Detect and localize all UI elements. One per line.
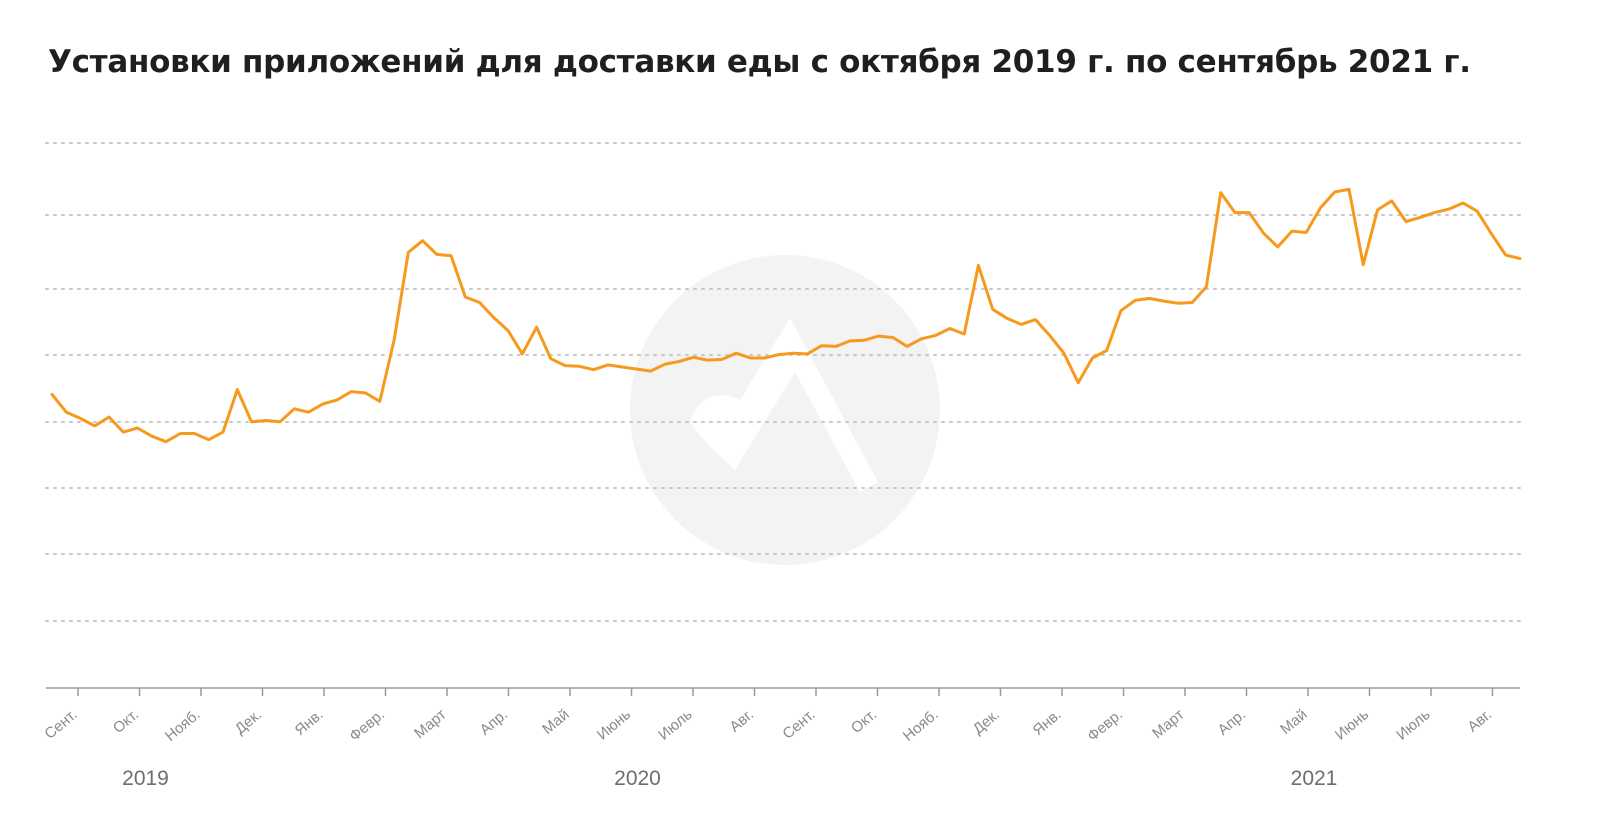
x-tick-label: Июль: [655, 706, 695, 744]
x-tick-label: Май: [1277, 706, 1310, 738]
x-axis: Сент. Окт. Нояб. Дек. Янв. Февр. Март Апр. Май Ию…: [41, 687, 1520, 790]
series-line: [50, 187, 1522, 444]
x-tick-label: Дек.: [232, 706, 265, 738]
logo-watermark-icon: [630, 255, 940, 565]
x-tick-label: Февр.: [346, 706, 388, 745]
x-tick-label: Окт.: [110, 706, 142, 737]
x-tick-label: Апр.: [1215, 706, 1249, 739]
year-label: 2019: [122, 767, 169, 790]
x-tick-label: Окт.: [848, 706, 880, 737]
x-tick-label: Май: [539, 706, 572, 738]
x-tick-label: Март: [1149, 706, 1188, 742]
x-tick-label: Нояб.: [162, 706, 204, 745]
year-label: 2020: [614, 767, 661, 790]
x-tick-label: Сент.: [779, 706, 818, 743]
chart-title: Установки приложений для доставки еды с …: [48, 44, 1471, 80]
series-layer: [50, 187, 1522, 444]
watermark-circle: [630, 255, 940, 565]
x-tick-label: Июнь: [1332, 706, 1372, 744]
x-tick-label: Июль: [1393, 706, 1433, 744]
x-tick-label: Март: [411, 706, 450, 742]
x-tick-label: Сент.: [41, 706, 80, 743]
x-tick-label: Февр.: [1084, 706, 1126, 745]
x-tick-label: Авг.: [1464, 706, 1495, 736]
x-tick-label: Апр.: [477, 706, 511, 739]
watermark-glyph: [690, 318, 878, 492]
x-tick-label: Дек.: [970, 706, 1003, 738]
x-tick-label: Авг.: [726, 706, 757, 736]
x-tick-label: Нояб.: [900, 706, 942, 745]
year-label: 2021: [1291, 767, 1338, 790]
x-tick-label: Янв.: [1030, 706, 1065, 739]
x-tick-label: Янв.: [292, 706, 327, 739]
x-tick-label: Июнь: [594, 706, 634, 744]
